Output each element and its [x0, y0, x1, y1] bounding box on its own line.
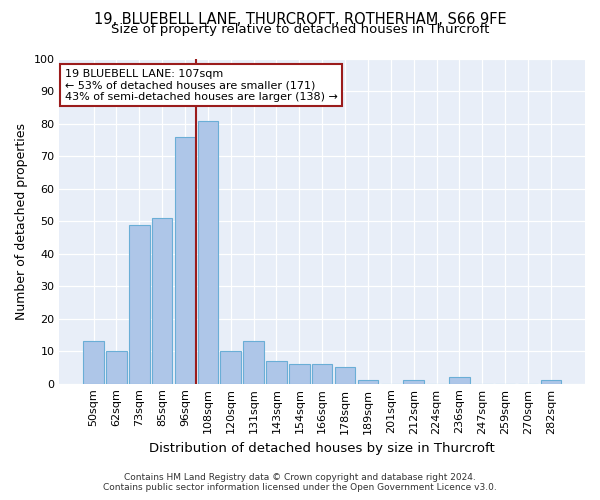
Bar: [197, 120, 218, 384]
Text: 19 BLUEBELL LANE: 107sqm
← 53% of detached houses are smaller (171)
43% of semi-: 19 BLUEBELL LANE: 107sqm ← 53% of detach…: [65, 68, 338, 102]
Bar: [312, 364, 332, 384]
Text: Size of property relative to detached houses in Thurcroft: Size of property relative to detached ho…: [111, 24, 489, 36]
Bar: [335, 368, 355, 384]
Bar: [541, 380, 561, 384]
Bar: [152, 218, 172, 384]
Bar: [289, 364, 310, 384]
Bar: [83, 342, 104, 384]
Bar: [403, 380, 424, 384]
Bar: [106, 351, 127, 384]
Bar: [244, 342, 264, 384]
Bar: [220, 351, 241, 384]
X-axis label: Distribution of detached houses by size in Thurcroft: Distribution of detached houses by size …: [149, 442, 495, 455]
Bar: [129, 224, 149, 384]
Text: 19, BLUEBELL LANE, THURCROFT, ROTHERHAM, S66 9FE: 19, BLUEBELL LANE, THURCROFT, ROTHERHAM,…: [94, 12, 506, 28]
Bar: [175, 137, 196, 384]
Text: Contains HM Land Registry data © Crown copyright and database right 2024.
Contai: Contains HM Land Registry data © Crown c…: [103, 473, 497, 492]
Y-axis label: Number of detached properties: Number of detached properties: [15, 123, 28, 320]
Bar: [449, 377, 470, 384]
Bar: [358, 380, 378, 384]
Bar: [266, 361, 287, 384]
